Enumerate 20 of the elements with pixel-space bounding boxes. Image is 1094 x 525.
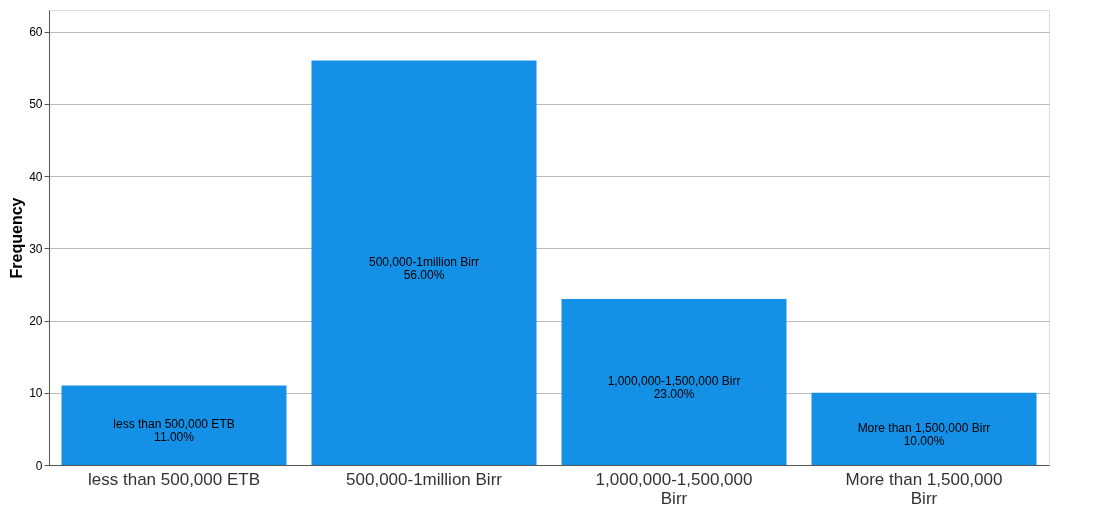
data-label: More than 1,500,000 Birr 10.00% xyxy=(857,420,991,448)
x-tick-label: More than 1,500,000 Birr xyxy=(845,469,1003,508)
x-tick-label: less than 500,000 ETB xyxy=(87,469,261,489)
bar xyxy=(811,392,1037,465)
y-tick-label: 60 xyxy=(29,25,43,40)
data-label: 500,000-1million Birr 56.00% xyxy=(368,254,480,282)
y-tick-label: 0 xyxy=(35,458,43,473)
y-axis-title: Frequency xyxy=(8,197,26,279)
y-tick-label: 10 xyxy=(29,386,43,401)
x-tick-label: 500,000-1million Birr xyxy=(346,469,503,489)
bar xyxy=(561,298,787,465)
y-tick-label: 30 xyxy=(29,241,43,256)
bar xyxy=(61,385,287,465)
bar xyxy=(311,60,537,465)
data-label: 1,000,000-1,500,000 Birr 23.00% xyxy=(607,373,741,401)
y-tick-label: 40 xyxy=(29,169,43,184)
y-tick-label: 50 xyxy=(29,97,43,112)
y-tick-label: 20 xyxy=(29,314,43,329)
data-label: less than 500,000 ETB 11.00% xyxy=(113,417,235,445)
x-tick-label: 1,000,000-1,500,000 Birr xyxy=(595,469,753,508)
